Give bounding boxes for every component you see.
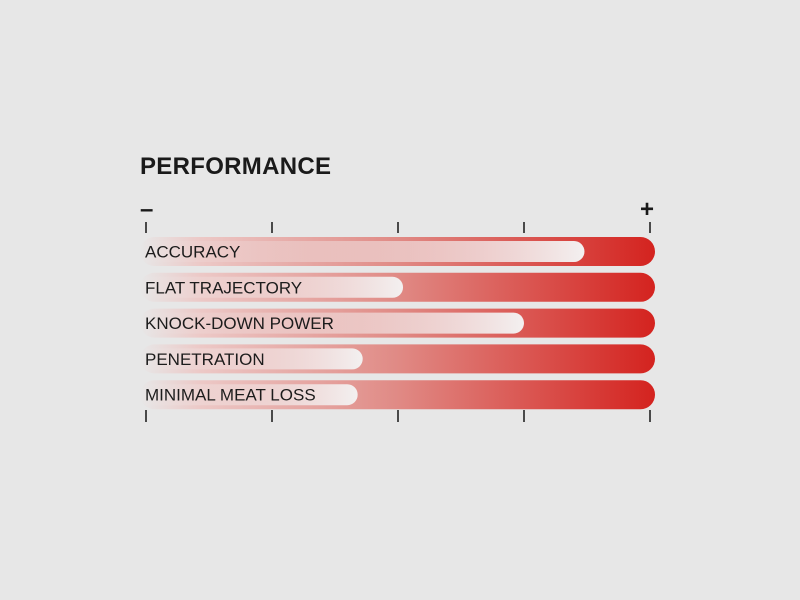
value-indicator bbox=[140, 348, 363, 370]
bar-label: KNOCK-DOWN POWER bbox=[145, 314, 334, 333]
bar-label: PENETRATION bbox=[145, 350, 265, 369]
bar-label: FLAT TRAJECTORY bbox=[145, 278, 302, 297]
bar-label: ACCURACY bbox=[145, 243, 240, 262]
bar-row: ACCURACY bbox=[140, 237, 655, 266]
bar-row: PENETRATION bbox=[140, 344, 655, 374]
scale-max-label: + bbox=[640, 196, 654, 223]
bar-row: MINIMAL MEAT LOSS bbox=[140, 380, 655, 410]
value-indicator bbox=[140, 276, 404, 298]
bar-row: KNOCK-DOWN POWER bbox=[140, 308, 655, 338]
value-indicator bbox=[140, 312, 524, 334]
bar-label: MINIMAL MEAT LOSS bbox=[145, 386, 316, 405]
chart-title: PERFORMANCE bbox=[140, 153, 332, 180]
bar-row: FLAT TRAJECTORY bbox=[140, 272, 655, 302]
value-indicator bbox=[140, 384, 358, 406]
scale-min-label: – bbox=[140, 196, 153, 223]
value-indicator bbox=[140, 241, 585, 262]
